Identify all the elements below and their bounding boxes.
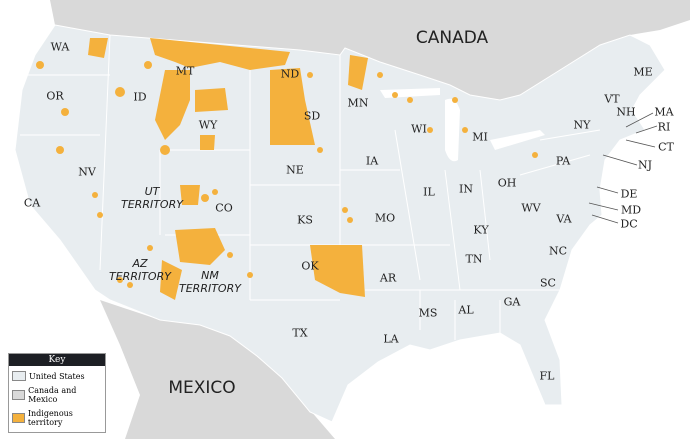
state-label-ne: NE [286, 163, 304, 177]
callout-lines [588, 112, 658, 224]
state-label-ct: CT [658, 140, 674, 154]
state-label-nd: ND [280, 67, 300, 81]
key-label: United States [29, 371, 85, 381]
label-az-territory: AZ TERRITORY [109, 257, 171, 283]
state-label-ny: NY [573, 118, 591, 132]
state-label-nv: NV [78, 165, 96, 179]
state-label-co: CO [215, 201, 233, 215]
state-label-nh: NH [616, 105, 636, 119]
state-label-mi: MI [472, 130, 488, 144]
state-label-sc: SC [540, 276, 556, 290]
state-label-de: DE [620, 187, 638, 201]
label-mexico: MEXICO [168, 378, 236, 398]
indigenous-territories [36, 38, 538, 300]
state-label-wv: WV [521, 201, 541, 215]
state-label-ok: OK [301, 259, 319, 273]
state-label-ks: KS [297, 213, 313, 227]
state-label-sd: SD [303, 109, 321, 123]
state-label-me: ME [633, 65, 653, 79]
state-label-mn: MN [347, 96, 369, 110]
state-label-wy: WY [198, 118, 218, 132]
canada [50, 0, 690, 100]
state-label-vt: VT [604, 92, 620, 106]
state-label-ga: GA [503, 295, 521, 309]
label-nm-territory: NM TERRITORY [179, 269, 241, 295]
state-label-in: IN [459, 182, 473, 196]
state-label-pa: PA [555, 154, 571, 168]
state-label-al: AL [458, 303, 474, 317]
key-item-foreign: Canada and Mexico [12, 386, 102, 404]
state-label-tn: TN [465, 252, 483, 266]
state-label-ky: KY [473, 223, 489, 237]
state-label-or: OR [46, 89, 64, 103]
state-label-ri: RI [657, 120, 671, 134]
foreign-swatch [12, 390, 26, 400]
state-label-wi: WI [411, 122, 427, 136]
us-swatch [12, 371, 26, 381]
key-title: Key [9, 354, 105, 366]
state-label-ms: MS [418, 306, 438, 320]
great-lakes [380, 88, 545, 162]
map-key: Key United States Canada and Mexico Indi… [8, 353, 106, 433]
state-label-il: IL [423, 185, 435, 199]
indigenous-swatch [12, 413, 25, 423]
state-label-oh: OH [497, 176, 517, 190]
state-label-la: LA [383, 332, 399, 346]
state-label-fl: FL [539, 369, 555, 383]
state-label-wa: WA [50, 40, 70, 54]
state-label-mt: MT [175, 64, 195, 78]
key-label: Canada and Mexico [28, 386, 77, 404]
mexico [100, 300, 335, 439]
state-label-id: ID [133, 90, 147, 104]
key-item-us: United States [12, 371, 102, 381]
state-label-mo: MO [374, 211, 396, 225]
state-label-ca: CA [23, 196, 41, 210]
state-label-dc: DC [620, 217, 638, 231]
state-label-ia: IA [365, 154, 379, 168]
state-label-va: VA [556, 212, 572, 226]
state-label-nc: NC [548, 244, 568, 258]
state-label-tx: TX [292, 326, 308, 340]
state-label-ar: AR [379, 271, 397, 285]
key-item-indigenous: Indigenous territory [12, 409, 102, 427]
state-label-ma: MA [654, 105, 674, 119]
label-ut-territory: UT TERRITORY [121, 185, 183, 211]
state-label-md: MD [620, 203, 642, 217]
label-canada: CANADA [415, 28, 489, 48]
key-label: Indigenous territory [27, 409, 73, 427]
state-label-nj: NJ [637, 158, 653, 172]
